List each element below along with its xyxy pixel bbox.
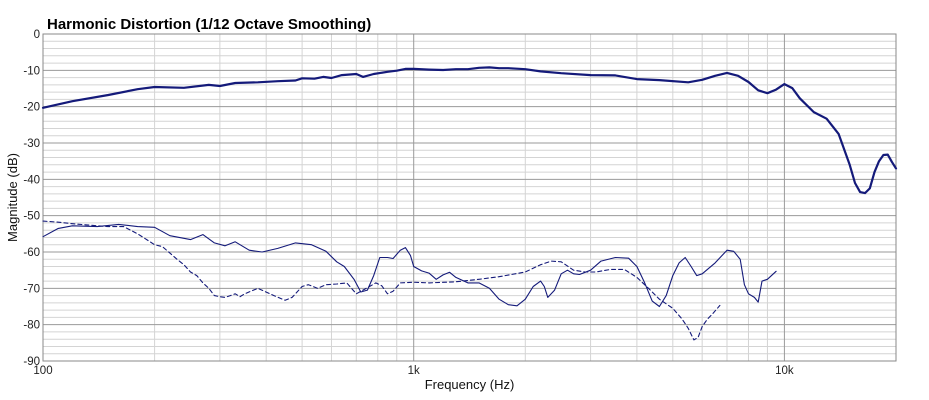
series-lines [41,66,898,341]
y-tick-label: 0 [34,29,40,41]
minor-gridlines [43,34,897,361]
y-tick-label: -90 [23,356,40,368]
x-tick-label: 10k [775,365,794,377]
y-axis-tick-labels: 0 -10 -20 -30 -40 -50 -60 -70 -80 -90 [23,29,40,368]
series-line-2 [42,223,777,308]
y-tick-label: -70 [23,283,40,295]
x-axis-label: Frequency (Hz) [425,377,515,392]
y-tick-label: -30 [23,138,40,150]
x-tick-label: 100 [33,365,52,377]
y-tick-label: -20 [23,102,40,114]
series-line-1 [41,66,898,195]
y-tick-label: -50 [23,211,40,223]
y-tick-label: -40 [23,174,40,186]
x-axis-tick-labels: 100 1k 10k [33,365,794,377]
chart-title: Harmonic Distortion (1/12 Octave Smoothi… [47,16,371,33]
y-tick-label: -80 [23,320,40,332]
y-tick-label: -10 [23,65,40,77]
y-axis-label: Magnitude (dB) [5,153,20,242]
y-tick-label: -60 [23,247,40,259]
plot-frame [42,33,897,362]
x-tick-label: 1k [408,365,420,377]
major-gridlines [42,33,896,362]
series-line-3 [42,220,721,341]
